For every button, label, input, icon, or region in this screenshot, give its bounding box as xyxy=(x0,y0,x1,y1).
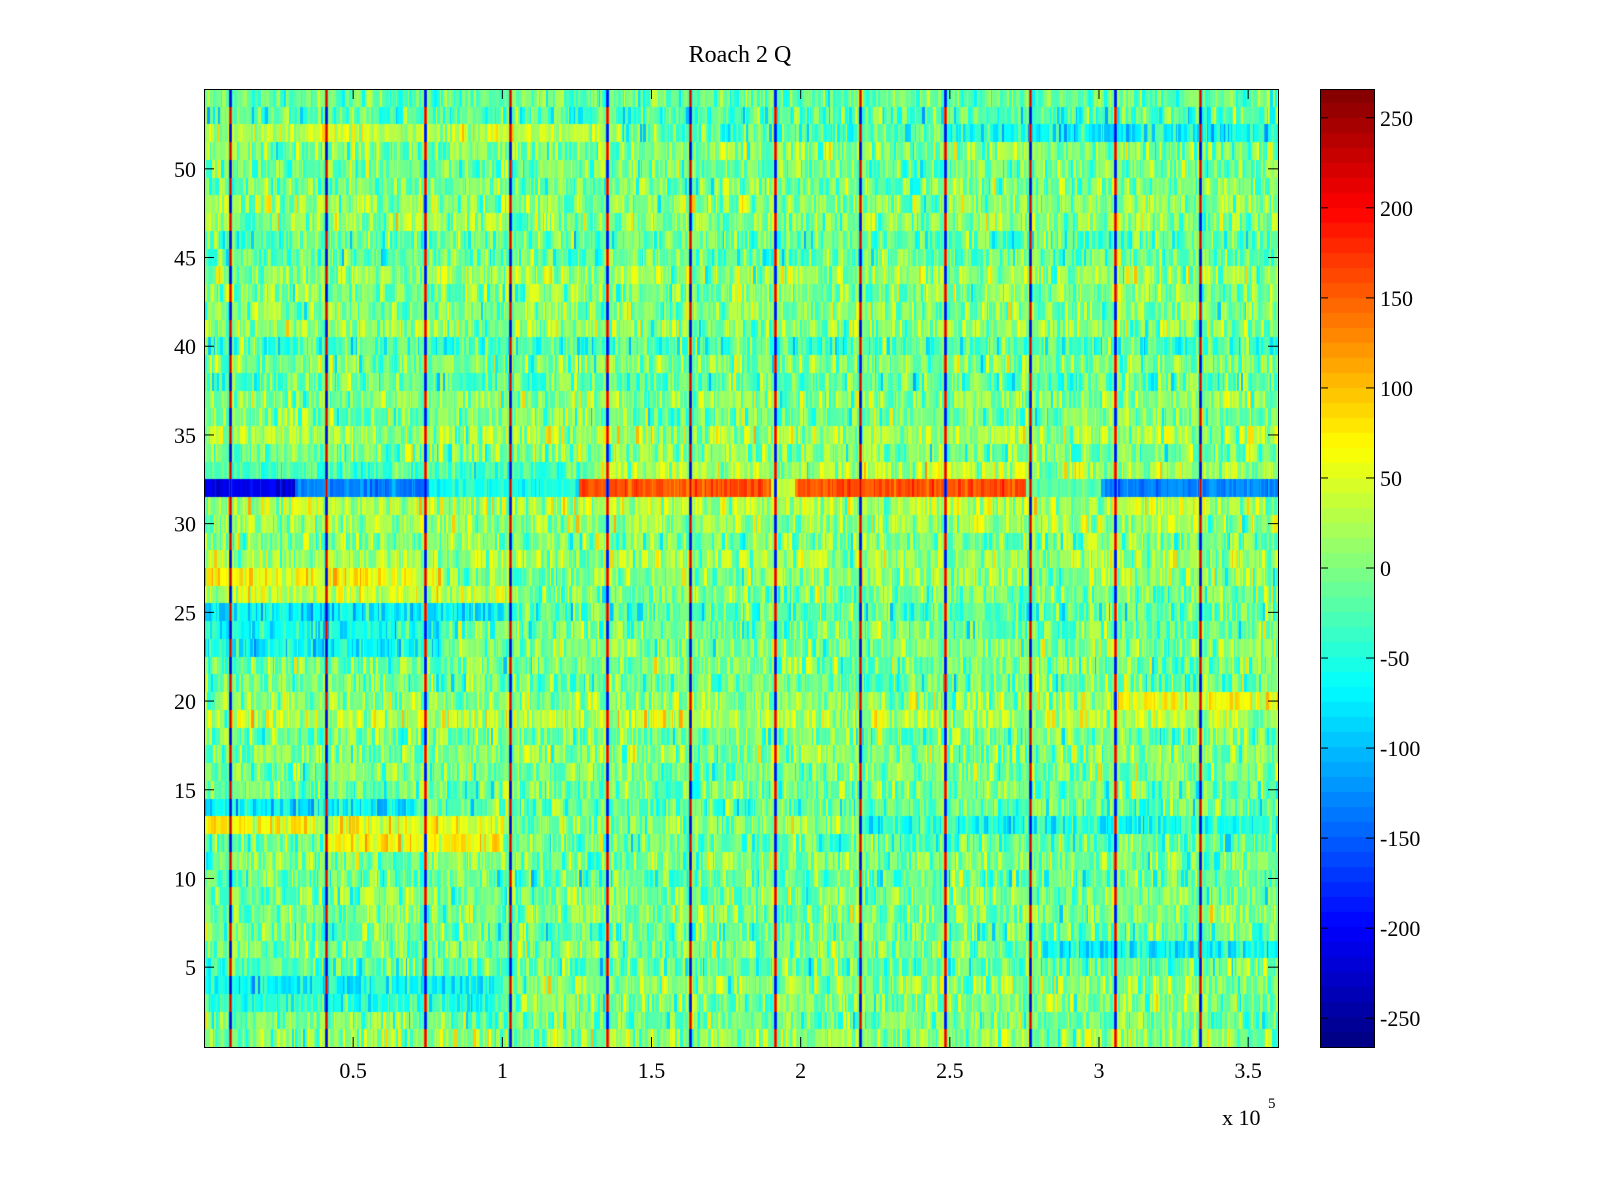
x-tick-label: 1.5 xyxy=(638,1058,666,1083)
heatmap-image xyxy=(204,89,1278,1047)
colorbar-tick-label: -200 xyxy=(1380,916,1420,941)
x-tick-label: 2 xyxy=(795,1058,806,1083)
colorbar-tick-label: 250 xyxy=(1380,106,1413,131)
plot-frame xyxy=(204,89,1279,1048)
y-tick-label: 25 xyxy=(174,600,196,625)
colorbar-tick-label: -150 xyxy=(1380,826,1420,851)
colorbar-tick-label: -100 xyxy=(1380,736,1420,761)
y-tick-label: 50 xyxy=(174,157,196,182)
x-tick-label: 2.5 xyxy=(936,1058,964,1083)
y-tick-label: 20 xyxy=(174,689,196,714)
colorbar-tick-label: -250 xyxy=(1380,1006,1420,1031)
colorbar xyxy=(1320,89,1374,1047)
y-tick-label: 40 xyxy=(174,334,196,359)
chart-title: Roach 2 Q xyxy=(688,42,792,68)
x-tick-label: 3 xyxy=(1094,1058,1105,1083)
x-multiplier-exponent: 5 xyxy=(1268,1096,1276,1112)
x-tick-label: 1 xyxy=(497,1058,508,1083)
x-multiplier-label: x 10 xyxy=(1222,1105,1261,1130)
colorbar-tick-label: 200 xyxy=(1380,196,1413,221)
y-tick-label: 35 xyxy=(174,423,196,448)
colorbar-tick-label: 0 xyxy=(1380,556,1391,581)
colorbar-tick-label: 50 xyxy=(1380,466,1402,491)
y-tick-label: 10 xyxy=(174,866,196,891)
x-tick-label: 3.5 xyxy=(1234,1058,1262,1083)
y-tick-label: 30 xyxy=(174,512,196,537)
x-tick-label: 0.5 xyxy=(339,1058,367,1083)
colorbar-tick-label: 150 xyxy=(1380,286,1413,311)
colorbar-tick-label: 100 xyxy=(1380,376,1413,401)
y-tick-label: 45 xyxy=(174,246,196,271)
y-tick-label: 5 xyxy=(185,955,196,980)
colorbar-tick-label: -50 xyxy=(1380,646,1409,671)
y-tick-label: 15 xyxy=(174,778,196,803)
